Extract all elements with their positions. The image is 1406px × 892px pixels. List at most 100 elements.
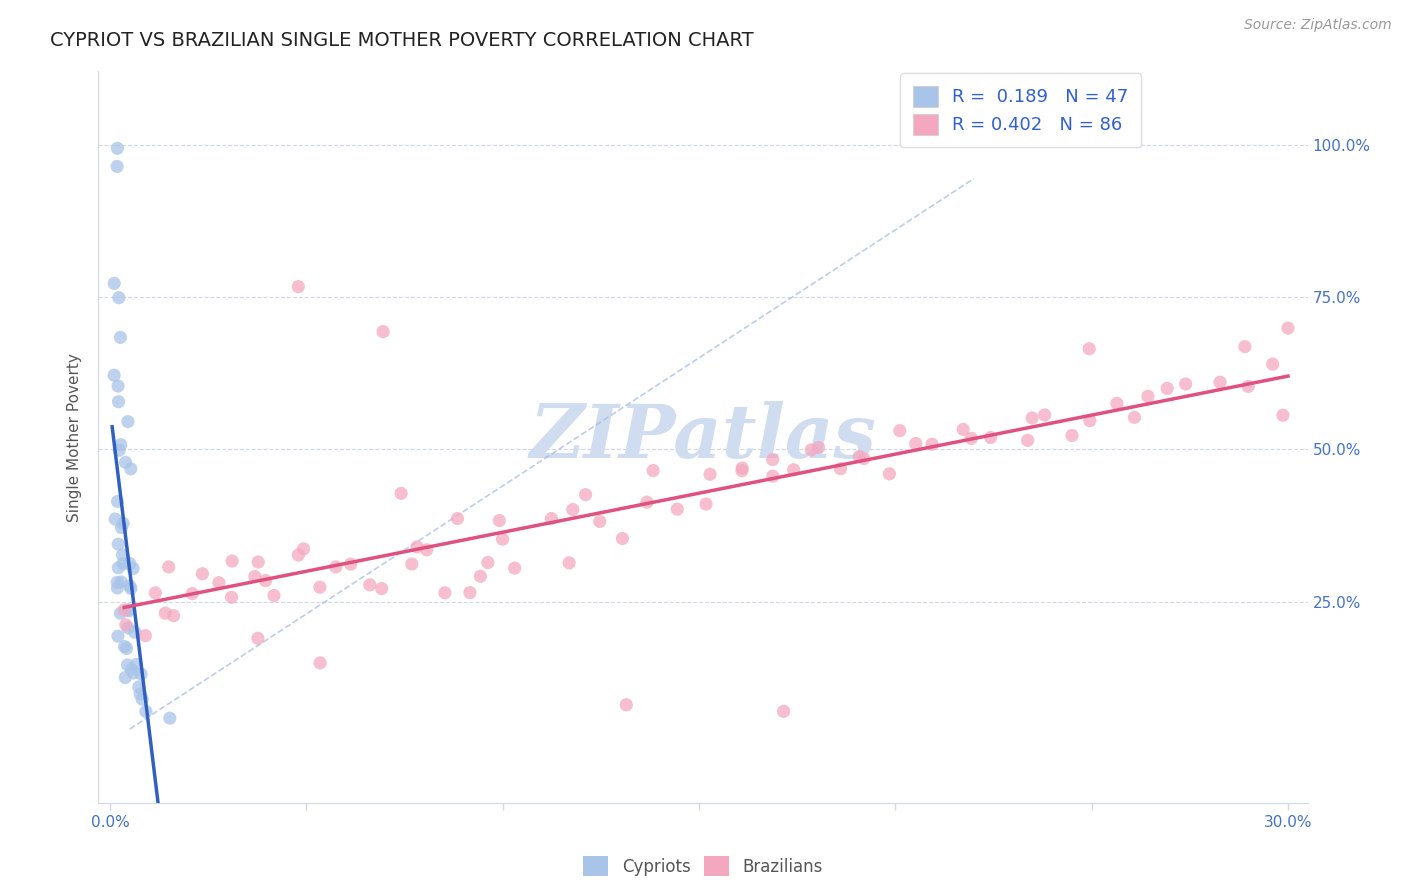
Point (309, 580, 332, 594)
Point (247, 555, 270, 569)
Point (980, 431, 1002, 445)
Point (772, 704, 794, 718)
Point (636, 495, 658, 509)
Point (112, 603, 135, 617)
Point (699, 467, 721, 482)
Point (1060, 428, 1083, 442)
Point (1156, 381, 1178, 395)
Point (800, 442, 823, 457)
Point (111, 548, 134, 562)
Point (131, 692, 153, 706)
Point (666, 502, 689, 516)
Point (488, 514, 510, 528)
Point (695, 497, 717, 511)
Point (104, 512, 127, 526)
Point (114, 640, 136, 654)
Legend: Cypriots, Brazilians: Cypriots, Brazilians (576, 849, 830, 883)
Point (287, 548, 309, 562)
Point (1174, 376, 1197, 391)
Point (107, 379, 129, 393)
Point (110, 330, 132, 344)
Point (339, 557, 361, 571)
Point (117, 415, 139, 429)
Point (477, 556, 499, 570)
Point (540, 511, 562, 525)
Point (157, 560, 180, 574)
Point (243, 569, 266, 583)
Point (105, 575, 128, 590)
Point (128, 680, 150, 694)
Point (359, 578, 381, 592)
Point (731, 464, 754, 478)
Point (118, 604, 141, 618)
Point (1017, 434, 1039, 448)
Point (952, 422, 974, 436)
Point (731, 461, 754, 475)
Point (117, 657, 139, 672)
Point (446, 511, 468, 525)
Point (112, 516, 135, 531)
Point (114, 671, 136, 685)
Point (108, 291, 131, 305)
Point (125, 657, 148, 672)
Point (134, 629, 156, 643)
Point (614, 698, 637, 712)
Point (122, 561, 145, 575)
Point (110, 606, 132, 620)
Point (103, 368, 125, 383)
Point (111, 557, 134, 571)
Point (118, 579, 141, 593)
Point (118, 557, 141, 571)
Point (105, 160, 128, 174)
Point (221, 591, 243, 605)
Point (117, 621, 139, 635)
Point (848, 450, 870, 464)
Point (107, 494, 129, 508)
Point (103, 277, 125, 291)
Point (292, 541, 315, 556)
Point (503, 561, 526, 575)
Point (263, 589, 285, 603)
Point (107, 581, 129, 595)
Point (115, 641, 138, 656)
Point (589, 515, 612, 529)
Point (1233, 340, 1256, 354)
Point (807, 441, 830, 455)
Point (1271, 408, 1294, 422)
Y-axis label: Single Mother Poverty: Single Mother Poverty (67, 352, 83, 522)
Point (208, 575, 231, 590)
Point (114, 455, 136, 469)
Point (904, 436, 927, 450)
Point (960, 431, 983, 445)
Point (117, 603, 139, 617)
Point (110, 521, 132, 535)
Point (124, 625, 146, 640)
Point (287, 279, 309, 293)
Text: Source: ZipAtlas.com: Source: ZipAtlas.com (1244, 18, 1392, 32)
Point (1123, 410, 1146, 425)
Point (122, 665, 145, 680)
Point (1021, 411, 1043, 425)
Point (120, 582, 142, 596)
Point (110, 438, 132, 452)
Point (433, 586, 456, 600)
Point (191, 566, 214, 581)
Text: CYPRIOT VS BRAZILIAN SINGLE MOTHER POVERTY CORRELATION CHART: CYPRIOT VS BRAZILIAN SINGLE MOTHER POVER… (51, 31, 754, 50)
Point (612, 532, 634, 546)
Point (470, 569, 492, 583)
Point (889, 424, 911, 438)
Point (107, 629, 129, 643)
Point (458, 585, 481, 599)
Point (155, 606, 177, 620)
Point (416, 542, 439, 557)
Point (401, 557, 423, 571)
Point (921, 437, 943, 451)
Point (1209, 375, 1232, 389)
Point (575, 488, 598, 502)
Point (254, 574, 277, 588)
Point (108, 443, 131, 458)
Point (762, 452, 785, 467)
Point (1237, 379, 1260, 393)
Legend: R =  0.189   N = 47, R = 0.402   N = 86: R = 0.189 N = 47, R = 0.402 N = 86 (900, 73, 1142, 147)
Point (246, 632, 269, 646)
